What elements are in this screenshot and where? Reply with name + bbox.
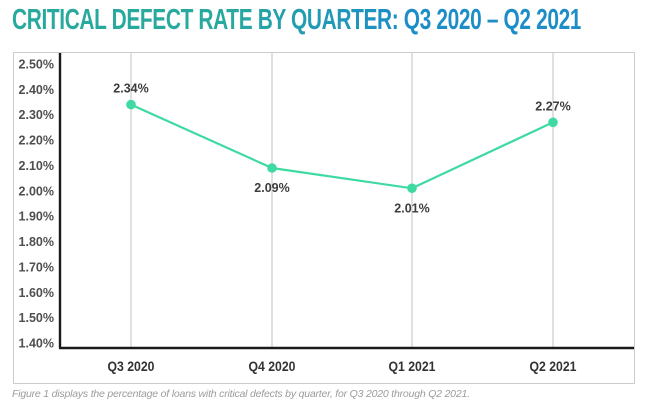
x-axis-label: Q4 2020 <box>249 358 296 374</box>
y-axis-tick-label: 1.80% <box>19 235 54 249</box>
chart-panel: 2.50% 2.40% 2.30% 2.20% 2.10% 2.00% 1.90% 1.80%… <box>13 52 635 384</box>
y-axis-tick-label: 1.90% <box>19 210 54 224</box>
y-axis-tick-label: 2.40% <box>19 83 54 97</box>
figure-caption: Figure 1 displays the percentage of loan… <box>12 388 470 400</box>
y-axis-tick-label: 1.50% <box>19 311 54 325</box>
data-point <box>548 117 558 128</box>
data-line <box>130 103 554 190</box>
data-point-label: 2.27% <box>535 99 570 113</box>
chart-svg: 2.50% 2.40% 2.30% 2.20% 2.10% 2.00% 1.90% 1.80%… <box>19 53 634 374</box>
y-axis-tick-label: 1.60% <box>19 286 54 300</box>
data-point <box>407 183 417 194</box>
y-axis-tick-label: 2.30% <box>19 108 54 122</box>
x-axis-label: Q2 2021 <box>530 358 577 374</box>
y-axis-tick-label: 2.20% <box>19 134 54 148</box>
y-axis-tick-label: 2.00% <box>19 184 54 198</box>
data-point-label: 2.01% <box>394 201 429 215</box>
y-axis-tick-label: 1.70% <box>19 260 54 274</box>
y-axis-tick-label: 1.40% <box>19 337 54 351</box>
y-axis-tick-label: 2.10% <box>19 159 54 173</box>
data-point <box>267 163 277 173</box>
data-point-label: 2.09% <box>254 181 289 195</box>
data-point <box>126 99 136 110</box>
y-axis-tick-label: 2.50% <box>19 58 54 72</box>
x-axis-label: Q3 2020 <box>108 358 155 374</box>
data-point-label: 2.34% <box>113 82 148 96</box>
chart-title: CRITICAL DEFECT RATE BY QUARTER: Q3 2020… <box>12 4 582 36</box>
x-axis-label: Q1 2021 <box>389 358 436 374</box>
